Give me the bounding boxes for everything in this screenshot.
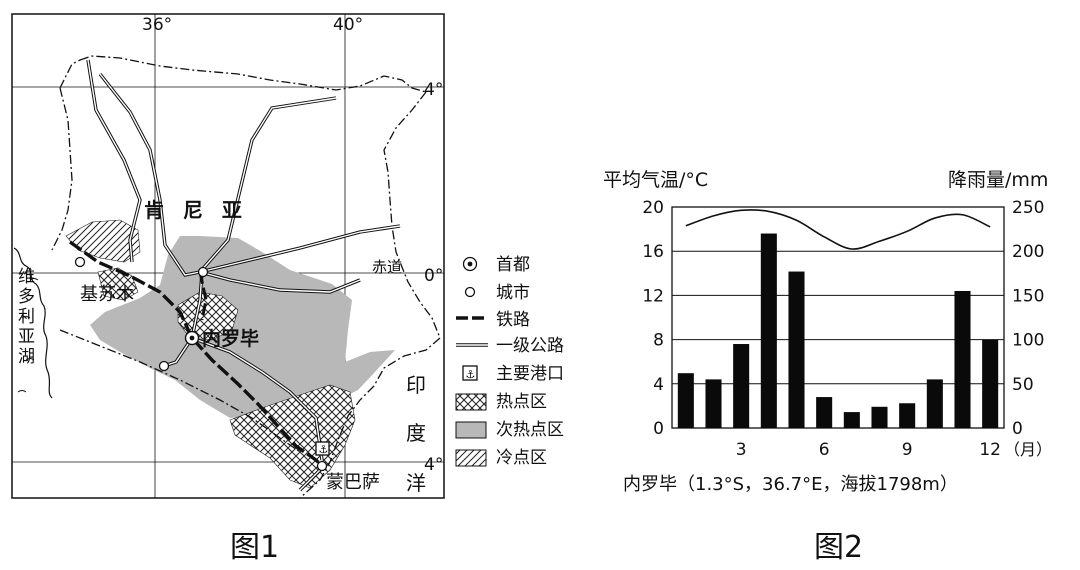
map-legend: 首都 城市 铁路 一级公路 ⚓ 主要港口 热点区 次热点区 冷点区 [455, 255, 564, 468]
left-tick-label: 16 [642, 242, 664, 262]
longitude-label-40: 40° [333, 15, 363, 35]
longitude-label-36: 36° [142, 15, 172, 35]
country-name: 肯 尼 亚 [144, 198, 248, 222]
figure2-caption: 图2 [814, 530, 864, 565]
precipitation-bar-month-6 [816, 397, 833, 428]
legend-highway-label: 一级公路 [496, 336, 564, 356]
latitude-label-4s: 4° [424, 455, 443, 475]
legend-railway-label: 铁路 [496, 310, 530, 330]
right-tick-label: 200 [1012, 242, 1044, 262]
figure2-climate-chart: 平均气温/°C 降雨量/mm 0 4 8 12 16 20 0 50 100 150 200 250… [603, 169, 1052, 495]
lake-name-3: 利 [18, 307, 35, 327]
legend-capital-dot [467, 261, 473, 267]
chart-gridlines [672, 250, 1004, 385]
chart-x-tick-labels: 3 6 9 12 [736, 440, 1001, 460]
city-kisumu-marker [74, 256, 86, 268]
legend-city-icon [464, 286, 476, 298]
precipitation-bar-month-3 [733, 344, 750, 428]
precipitation-bar-month-8 [871, 406, 888, 428]
legend-port-icon [462, 365, 478, 381]
temperature-line [685, 209, 991, 250]
station-caption: 内罗毕（1.3°S，36.7°E，海拔1798m） [623, 474, 958, 495]
national-border [51, 55, 441, 499]
x-tick-label: 3 [736, 440, 747, 460]
legend-subhot-icon [455, 421, 487, 439]
city-mombasa-marker [316, 460, 328, 472]
left-tick-label: 8 [653, 331, 664, 351]
city-nairobi-label: 内罗毕 [202, 327, 259, 350]
chart-right-axis-label: 降雨量/mm [948, 169, 1048, 191]
city-kisumu-label: 基苏木 [80, 284, 134, 305]
right-tick-label: 0 [1012, 419, 1023, 439]
legend-port-label: 主要港口 [496, 364, 564, 384]
city-mombasa-label: 蒙巴萨 [326, 472, 380, 493]
latitude-label-4n: 4° [424, 80, 443, 100]
railway-branch [198, 271, 208, 321]
chart-left-tick-labels: 0 4 8 12 16 20 [642, 198, 664, 439]
legend-subhot-label: 次热点区 [496, 420, 564, 440]
ocean-name-1: 印 [406, 373, 426, 397]
lake-victoria-shore [13, 247, 53, 399]
map-frame [11, 13, 445, 499]
legend-cold-icon [455, 449, 487, 467]
right-tick-label: 250 [1012, 198, 1044, 218]
right-tick-label: 100 [1012, 331, 1044, 351]
ocean-name-2: 度 [406, 421, 426, 445]
lake-name-5: 湖 [18, 347, 35, 367]
left-tick-label: 20 [642, 198, 664, 218]
precipitation-bar-month-4 [760, 233, 777, 428]
city-west-marker [158, 360, 170, 372]
right-tick-label: 150 [1012, 286, 1044, 306]
chart-x-unit-label: （月） [1004, 440, 1052, 459]
precipitation-bar-month-5 [788, 271, 805, 428]
precipitation-bar-month-12 [982, 339, 999, 428]
legend-anchor-glyph: ⚓ [466, 368, 476, 381]
legend-hot-label: 热点区 [496, 392, 547, 412]
chart-left-axis-label: 平均气温/°C [603, 169, 708, 191]
precipitation-bar-month-7 [843, 412, 860, 428]
x-tick-label: 6 [819, 440, 830, 460]
railway [69, 240, 324, 468]
capital-nairobi-inner [189, 335, 195, 341]
precipitation-bar-month-2 [705, 379, 722, 428]
legend-capital-label: 首都 [496, 255, 530, 275]
left-tick-label: 12 [642, 286, 664, 306]
precipitation-bars [677, 233, 999, 428]
lake-name-4: 亚 [18, 327, 35, 347]
precipitation-bar-month-11 [954, 290, 971, 428]
legend-cold-label: 冷点区 [496, 448, 547, 468]
city-north-marker [197, 266, 209, 278]
legend-city-label: 城市 [496, 283, 530, 303]
port-mombasa-icon [315, 441, 330, 456]
lake-name-2: 多 [18, 287, 35, 307]
lake-name-1: 维 [18, 267, 35, 287]
x-tick-label: 9 [902, 440, 913, 460]
equator-label: 赤道 [372, 258, 402, 276]
figure1-map: 36° 40° 4° 0° 4° [11, 13, 445, 499]
figure1-caption: 图1 [230, 530, 280, 565]
x-tick-label: 12 [979, 440, 1001, 460]
ocean-name-3: 洋 [406, 471, 426, 495]
lake-ripple [17, 278, 39, 393]
right-tick-label: 50 [1012, 375, 1034, 395]
chart-plot-frame [671, 206, 1005, 429]
anchor-glyph-map: ⚓ [319, 443, 329, 456]
left-tick-label: 4 [653, 375, 664, 395]
left-tick-label: 0 [653, 419, 664, 439]
precipitation-bar-month-10 [926, 379, 943, 428]
precipitation-bar-month-1 [677, 373, 694, 428]
subhot-zone [90, 236, 395, 418]
chart-right-tick-labels: 0 50 100 150 200 250 [1012, 198, 1044, 439]
legend-hot-icon [455, 393, 487, 411]
latitude-label-0: 0° [424, 266, 443, 286]
precipitation-bar-month-9 [899, 403, 916, 428]
